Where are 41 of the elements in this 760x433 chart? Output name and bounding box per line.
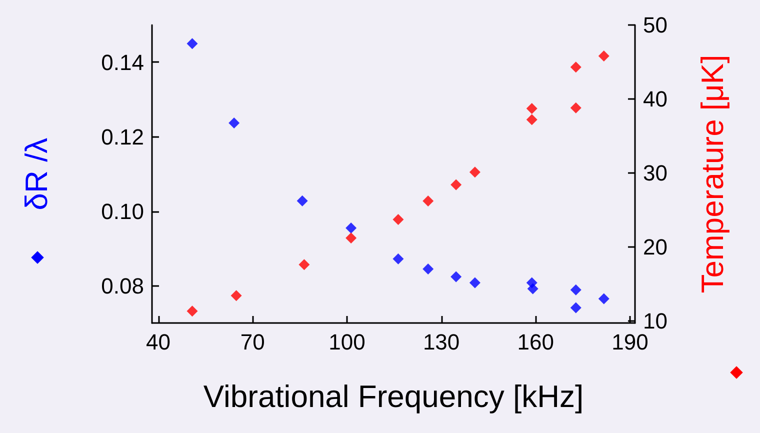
x-tick-label: 100 (328, 330, 366, 354)
x-tick-label: 70 (240, 330, 265, 354)
x-tick-label: 160 (517, 330, 554, 354)
point (230, 290, 242, 302)
point (598, 50, 610, 62)
y-axis-title: δR /λ (19, 137, 54, 210)
x-tick-label: 40 (146, 330, 171, 354)
point (450, 179, 462, 190)
point (598, 293, 610, 304)
point (570, 284, 582, 296)
x-tick-label: 130 (422, 330, 460, 354)
point (527, 283, 538, 294)
point (570, 102, 582, 114)
point (186, 38, 198, 50)
y2-tick-label: 40 (643, 86, 668, 112)
y-tick-label: 0.14 (101, 50, 144, 75)
x-axis-title: Vibrational Frequency [kHz] (203, 379, 584, 414)
point (346, 232, 357, 244)
y-tick-label: 0.08 (101, 273, 144, 298)
point (296, 195, 308, 206)
y2-tick-label: 30 (643, 160, 668, 186)
point (469, 166, 480, 178)
point (392, 214, 404, 225)
point (526, 103, 538, 114)
point (392, 253, 404, 264)
y2-tick-label: 20 (643, 234, 668, 260)
point (422, 263, 434, 274)
y2-tick-label: 50 (643, 12, 668, 38)
point (469, 277, 480, 288)
point (422, 195, 434, 206)
point (450, 271, 462, 282)
y-tick-label: 0.10 (101, 198, 144, 224)
point (346, 222, 357, 234)
point (570, 62, 582, 73)
point (526, 114, 538, 126)
y2-axis-title: Temperature [μK] (695, 54, 730, 294)
point (570, 302, 582, 314)
point (298, 259, 310, 270)
point (228, 117, 240, 128)
y-tick-label: 0.12 (101, 124, 144, 150)
point (186, 306, 198, 317)
